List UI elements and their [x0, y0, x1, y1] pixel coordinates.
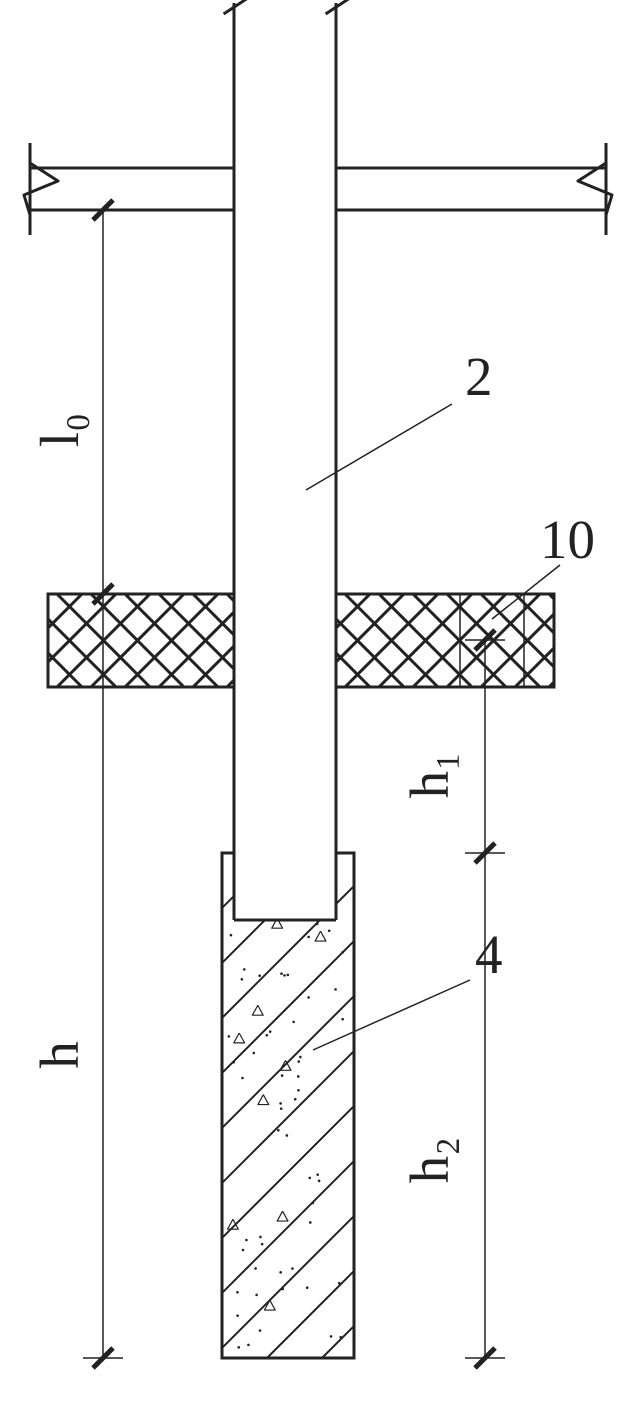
pile-foundation	[0, 853, 633, 1358]
svg-text:2: 2	[465, 346, 493, 407]
dimension-string: h₁ h₂	[399, 630, 505, 1368]
dimension-string: l₀ h	[29, 200, 123, 1368]
svg-text:4: 4	[475, 924, 503, 985]
svg-text:h: h	[29, 1041, 90, 1069]
svg-text:h₁: h₁	[399, 752, 460, 799]
svg-text:l₀: l₀	[29, 413, 90, 447]
svg-text:h₂: h₂	[399, 1137, 460, 1184]
column	[224, 0, 349, 920]
svg-text:10: 10	[540, 509, 595, 570]
